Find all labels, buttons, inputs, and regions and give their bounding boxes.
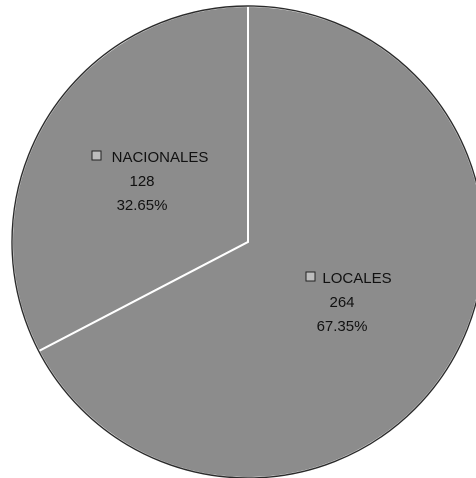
category-label-nacionales: NACIONALES xyxy=(112,149,209,166)
legend-marker-nacionales xyxy=(91,150,102,161)
value-label-nacionales: 128 xyxy=(129,173,154,190)
value-label-locales: 264 xyxy=(329,294,354,311)
pie-slices xyxy=(11,4,476,478)
label-group-locales: LOCALES 264 67.35% xyxy=(305,270,392,335)
percent-label-locales: 67.35% xyxy=(317,318,368,335)
legend-marker-locales xyxy=(305,271,316,282)
percent-label-nacionales: 32.65% xyxy=(117,197,168,214)
pie-outline xyxy=(11,5,476,478)
pie-border xyxy=(11,5,476,478)
category-label-locales: LOCALES xyxy=(322,270,391,287)
label-group-nacionales: NACIONALES 128 32.65% xyxy=(91,149,209,214)
